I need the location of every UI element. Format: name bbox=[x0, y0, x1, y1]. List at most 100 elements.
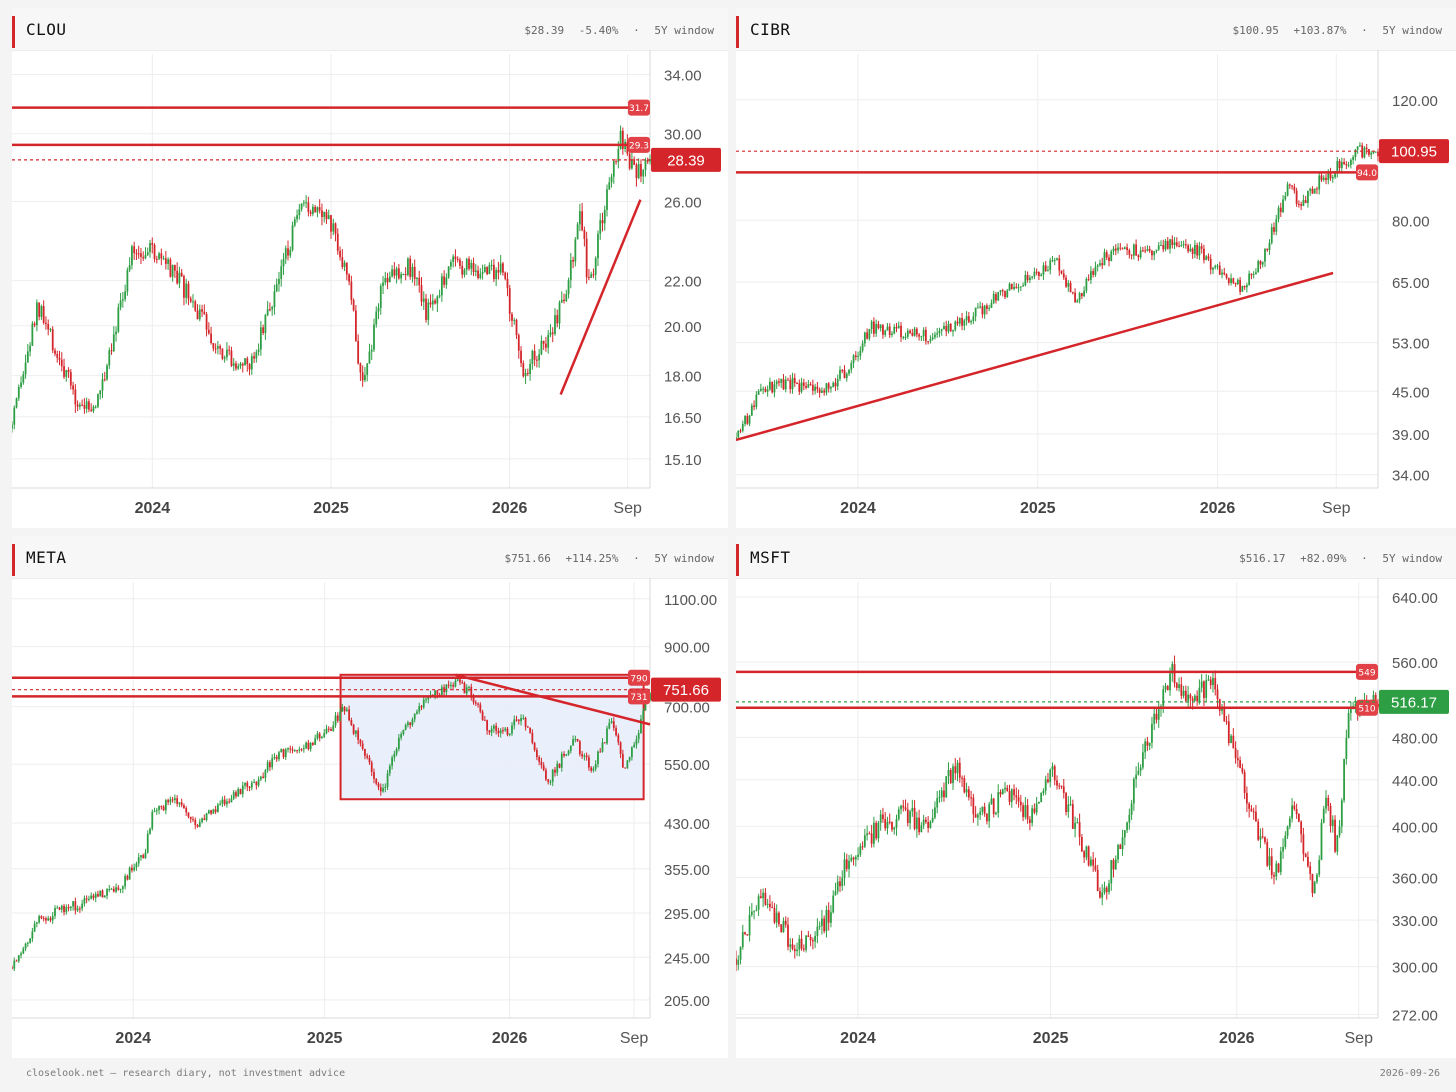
price-chart[interactable]: 31.7 29.3 28.39 15.10 16.50 18.00 20.00 22.00 26… bbox=[12, 50, 728, 528]
candle-body bbox=[771, 907, 774, 909]
price-change: +103.87% bbox=[1293, 24, 1347, 37]
candle-body bbox=[802, 382, 805, 386]
candle-body bbox=[440, 687, 443, 696]
candle-body bbox=[368, 757, 371, 763]
candle-body bbox=[1200, 681, 1203, 688]
footer-disclaimer: closelook.net — research diary, not inve… bbox=[26, 1068, 346, 1079]
candle-body bbox=[164, 258, 167, 264]
candle-body bbox=[549, 332, 552, 335]
candle-body bbox=[540, 340, 543, 355]
candle-body bbox=[192, 819, 194, 821]
candle-body bbox=[1311, 188, 1314, 194]
candle-body bbox=[112, 334, 115, 351]
candle-body bbox=[741, 424, 744, 431]
candle-body bbox=[377, 783, 380, 788]
price-chart[interactable]: 549 510 516.17 272.00 300.00 330.00 360.00 400.… bbox=[736, 578, 1456, 1058]
price-chart[interactable]: 94.0 100.95 34.00 39.00 45.00 53.00 65.00 80.00… bbox=[736, 50, 1456, 528]
candle-body bbox=[459, 679, 461, 683]
candle-body bbox=[809, 936, 812, 941]
candle-body bbox=[492, 264, 495, 280]
candle-body bbox=[431, 300, 434, 305]
candle-body bbox=[97, 893, 99, 897]
candle-body bbox=[1071, 804, 1074, 829]
candle-body bbox=[884, 330, 887, 335]
candle-body bbox=[617, 735, 620, 743]
candle-body bbox=[15, 960, 18, 962]
candle-body bbox=[945, 776, 948, 798]
candle-body bbox=[269, 309, 271, 311]
candle-body bbox=[769, 381, 771, 390]
candle-body bbox=[298, 209, 301, 216]
candle-body bbox=[490, 264, 493, 266]
candle-body bbox=[94, 406, 97, 408]
x-tick-label: 2026 bbox=[492, 500, 528, 517]
candle-body bbox=[1178, 245, 1180, 247]
candle-body bbox=[407, 722, 409, 726]
candle-body bbox=[275, 756, 278, 760]
candle-body bbox=[1153, 713, 1156, 724]
candle-body bbox=[848, 369, 850, 374]
y-tick-label: 205.00 bbox=[664, 993, 710, 1010]
candle-body bbox=[169, 259, 172, 277]
candle-body bbox=[1062, 786, 1065, 793]
candle-body bbox=[863, 332, 866, 344]
candle-body bbox=[162, 806, 165, 811]
candle-body bbox=[868, 329, 871, 339]
candle-body bbox=[140, 253, 142, 257]
candle-body bbox=[1297, 814, 1300, 822]
candle-body bbox=[1331, 819, 1334, 826]
stats-separator: · bbox=[1361, 552, 1368, 565]
candle-body bbox=[257, 349, 260, 352]
candle-body bbox=[631, 159, 633, 169]
candle-body bbox=[748, 914, 751, 936]
window-label: 5Y window bbox=[1382, 24, 1442, 37]
candle-body bbox=[1309, 188, 1312, 191]
candle-body bbox=[1209, 258, 1212, 270]
candle-body bbox=[1015, 286, 1018, 288]
candle-body bbox=[961, 777, 963, 779]
candle-body bbox=[1121, 248, 1124, 250]
candle-body bbox=[947, 324, 950, 332]
candle-body bbox=[1198, 246, 1201, 256]
candle-body bbox=[1078, 293, 1081, 301]
candle-body bbox=[488, 730, 491, 733]
candle-body bbox=[400, 734, 403, 738]
candle-body bbox=[223, 357, 226, 359]
candle-body bbox=[418, 706, 421, 712]
candle-body bbox=[298, 749, 301, 751]
candle-body bbox=[857, 854, 859, 857]
candle-body bbox=[49, 329, 52, 331]
candle-body bbox=[1359, 145, 1361, 147]
candle-body bbox=[1189, 694, 1192, 699]
candle-body bbox=[547, 779, 550, 782]
candle-body bbox=[753, 910, 755, 912]
candle-body bbox=[420, 706, 423, 708]
candle-body bbox=[832, 895, 835, 913]
candle-body bbox=[257, 779, 260, 786]
y-tick-label: 26.00 bbox=[664, 195, 702, 212]
candle-body bbox=[131, 867, 133, 871]
candle-body bbox=[189, 298, 192, 302]
candle-body bbox=[1331, 177, 1334, 179]
candle-body bbox=[886, 326, 889, 331]
candle-body bbox=[341, 707, 344, 712]
candle-body bbox=[420, 285, 423, 302]
candle-body bbox=[201, 818, 203, 823]
candle-body bbox=[312, 742, 314, 745]
candle-body bbox=[983, 806, 986, 814]
candle-body bbox=[947, 769, 950, 777]
candle-body bbox=[164, 800, 167, 811]
price-chart[interactable]: 790 731 751.66 205.00 245.00 295.00 355.00 430.… bbox=[12, 578, 728, 1058]
candles bbox=[736, 655, 1379, 972]
candle-body bbox=[811, 940, 814, 942]
candle-body bbox=[1085, 846, 1088, 858]
candle-body bbox=[929, 339, 932, 342]
candle-body bbox=[888, 326, 891, 335]
candle-body bbox=[1216, 265, 1219, 267]
candle-body bbox=[42, 306, 45, 323]
candle-body bbox=[226, 801, 228, 805]
candle-body bbox=[468, 686, 470, 688]
candle-body bbox=[755, 394, 758, 407]
candle-body bbox=[33, 923, 36, 932]
candle-body bbox=[834, 891, 837, 896]
